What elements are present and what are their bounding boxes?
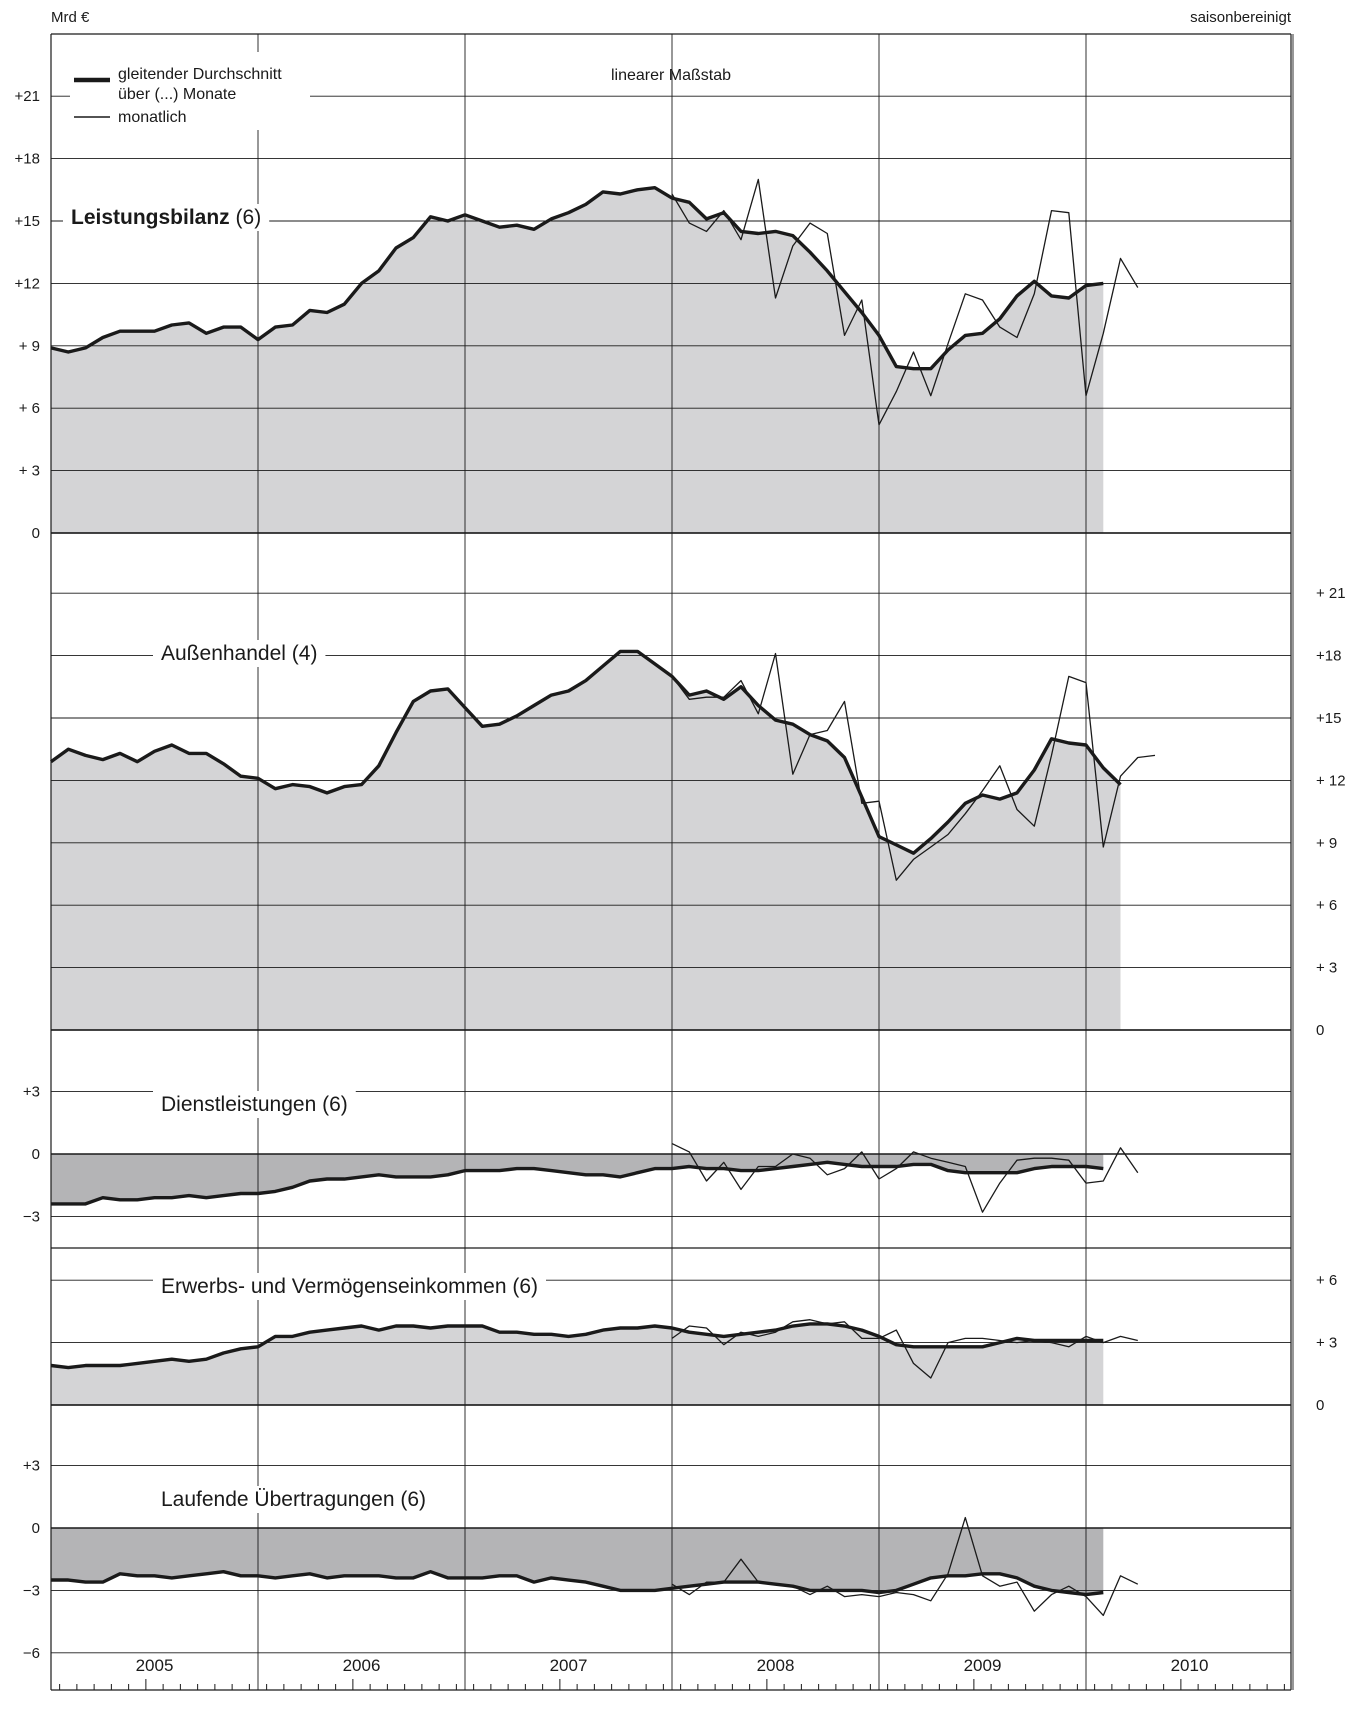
- leistungsbilanz-tick-label: +15: [15, 213, 40, 230]
- erwerbseinkommen-tick-label: + 6: [1316, 1272, 1337, 1289]
- year-label: 2009: [964, 1656, 1002, 1675]
- year-label: 2006: [343, 1656, 381, 1675]
- legend-monthly-label: monatlich: [118, 109, 186, 126]
- leistungsbilanz-title-background: [63, 204, 270, 231]
- legend-average-label: gleitender Durchschnitt: [118, 66, 282, 83]
- leistungsbilanz-tick-label: +12: [15, 275, 40, 292]
- leistungsbilanz-title-text: Leistungsbilanz (6): [71, 206, 261, 229]
- unit-label: Mrd €: [51, 9, 90, 26]
- aussenhandel-title-suffix: (4): [286, 642, 318, 665]
- aussenhandel-title-main: Außenhandel: [161, 642, 286, 665]
- year-label: 2010: [1171, 1656, 1209, 1675]
- leistungsbilanz-tick-label: 0: [32, 525, 40, 542]
- leistungsbilanz-title-main: Leistungsbilanz: [71, 206, 230, 229]
- dienstleistungen-tick-label: −3: [23, 1208, 40, 1225]
- panel-laufende-uebertragungen: −6 −3 0 +3 Laufende Übertragungen (6): [23, 1404, 1294, 1690]
- leistungsbilanz-title-suffix: (6): [230, 206, 262, 229]
- aussenhandel-area: [51, 651, 1121, 1030]
- dienstleistungen-tick-label: 0: [32, 1146, 40, 1163]
- aussenhandel-title-text: Außenhandel (4): [161, 642, 317, 665]
- laufende-uebertragungen-area: [51, 1528, 1104, 1595]
- aussenhandel-tick-label: + 6: [1316, 897, 1337, 914]
- panel-leistungsbilanz: 0 + 3 + 6 + 9 +12 +15 +18 +21 Leistungsbilanz (6…: [15, 33, 1294, 542]
- erwerbseinkommen-title-suffix: (6): [507, 1275, 539, 1298]
- aussenhandel-tick-label: + 3: [1316, 960, 1337, 977]
- erwerbseinkommen-title-text: Erwerbs- und Vermögenseinkommen (6): [161, 1275, 538, 1298]
- dienstleistungen-title-background: [153, 1091, 356, 1118]
- leistungsbilanz-tick-label: +18: [15, 151, 40, 168]
- laufende-uebertragungen-tick-label: 0: [32, 1520, 40, 1537]
- aussenhandel-tick-label: 0: [1316, 1022, 1324, 1039]
- dienstleistungen-area: [51, 1154, 1104, 1204]
- laufende-uebertragungen-title: Laufende Übertragungen (6): [153, 1486, 435, 1513]
- panel-erwerbseinkommen: 0 + 3 + 6 Erwerbs- und Vermögenseinkommen (…: [50, 1247, 1337, 1414]
- legend-average-label-2: über (...) Monate: [118, 86, 236, 103]
- laufende-uebertragungen-title-suffix: (6): [395, 1488, 427, 1511]
- adjustment-label: saisonbereinigt: [1190, 9, 1292, 26]
- aussenhandel-average-line: [50, 649, 1122, 855]
- erwerbseinkommen-title-main: Erwerbs- und Vermögenseinkommen: [161, 1275, 507, 1298]
- dienstleistungen-title-text: Dienstleistungen (6): [161, 1093, 348, 1116]
- dienstleistungen-average-line: [51, 1160, 1104, 1206]
- aussenhandel-tick-label: + 21: [1316, 585, 1346, 602]
- scale-label: linearer Maßstab: [611, 67, 731, 84]
- laufende-uebertragungen-tick-label: +3: [23, 1458, 40, 1475]
- aussenhandel-tick-label: + 9: [1316, 835, 1337, 852]
- erwerbseinkommen-title: Erwerbs- und Vermögenseinkommen (6): [153, 1273, 546, 1300]
- leistungsbilanz-title: Leistungsbilanz (6): [63, 204, 270, 231]
- legend: gleitender Durchschnitt über (...) Monat…: [70, 52, 310, 130]
- laufende-uebertragungen-title-background: [153, 1486, 435, 1513]
- erwerbseinkommen-average-line: [50, 1322, 1104, 1370]
- laufende-uebertragungen-title-text: Laufende Übertragungen (6): [161, 1488, 426, 1511]
- panel-aussenhandel: 0 + 3 + 6 + 9 + 12 +15 +18 + 21 Außenhandel (4): [50, 532, 1346, 1039]
- dienstleistungen-title-suffix: (6): [316, 1093, 348, 1116]
- laufende-uebertragungen-tick-label: −6: [23, 1645, 40, 1662]
- dienstleistungen-title: Dienstleistungen (6): [153, 1091, 356, 1118]
- erwerbseinkommen-title-background: [153, 1273, 546, 1300]
- dienstleistungen-tick-label: +3: [23, 1084, 40, 1101]
- dienstleistungen-monthly-line: [671, 1143, 1139, 1213]
- aussenhandel-title: Außenhandel (4): [153, 640, 326, 667]
- panel-dienstleistungen: −3 0 +3 Dienstleistungen (6): [23, 1029, 1294, 1248]
- dienstleistungen-title-main: Dienstleistungen: [161, 1093, 316, 1116]
- year-label: 2007: [550, 1656, 588, 1675]
- laufende-uebertragungen-title-main: Laufende Übertragungen: [161, 1488, 395, 1511]
- leistungsbilanz-average-line: [50, 185, 1104, 371]
- year-label: 2005: [136, 1656, 174, 1675]
- panels: 0 + 3 + 6 + 9 +12 +15 +18 +21 Leistungsbilanz (6…: [15, 33, 1346, 1691]
- leistungsbilanz-tick-label: + 9: [19, 338, 40, 355]
- leistungsbilanz-tick-label: + 6: [19, 400, 40, 417]
- leistungsbilanz-area: [51, 187, 1104, 533]
- aussenhandel-tick-label: +15: [1316, 710, 1341, 727]
- aussenhandel-title-background: [153, 640, 326, 667]
- x-axis: 2005 2006 2007 2008 2009 2010: [59, 1656, 1285, 1690]
- erwerbseinkommen-tick-label: + 3: [1316, 1335, 1337, 1352]
- erwerbseinkommen-tick-label: 0: [1316, 1397, 1324, 1414]
- erwerbseinkommen-area: [51, 1323, 1104, 1405]
- aussenhandel-tick-label: +18: [1316, 648, 1341, 665]
- leistungsbilanz-tick-label: +21: [15, 88, 40, 105]
- aussenhandel-monthly-line: [671, 652, 1156, 881]
- aussenhandel-tick-label: + 12: [1316, 772, 1346, 789]
- leistungsbilanz-monthly-line: [671, 178, 1139, 426]
- leistungsbilanz-tick-label: + 3: [19, 463, 40, 480]
- year-label: 2008: [757, 1656, 795, 1675]
- laufende-uebertragungen-tick-label: −3: [23, 1582, 40, 1599]
- laufende-uebertragungen-average-line: [51, 1569, 1104, 1597]
